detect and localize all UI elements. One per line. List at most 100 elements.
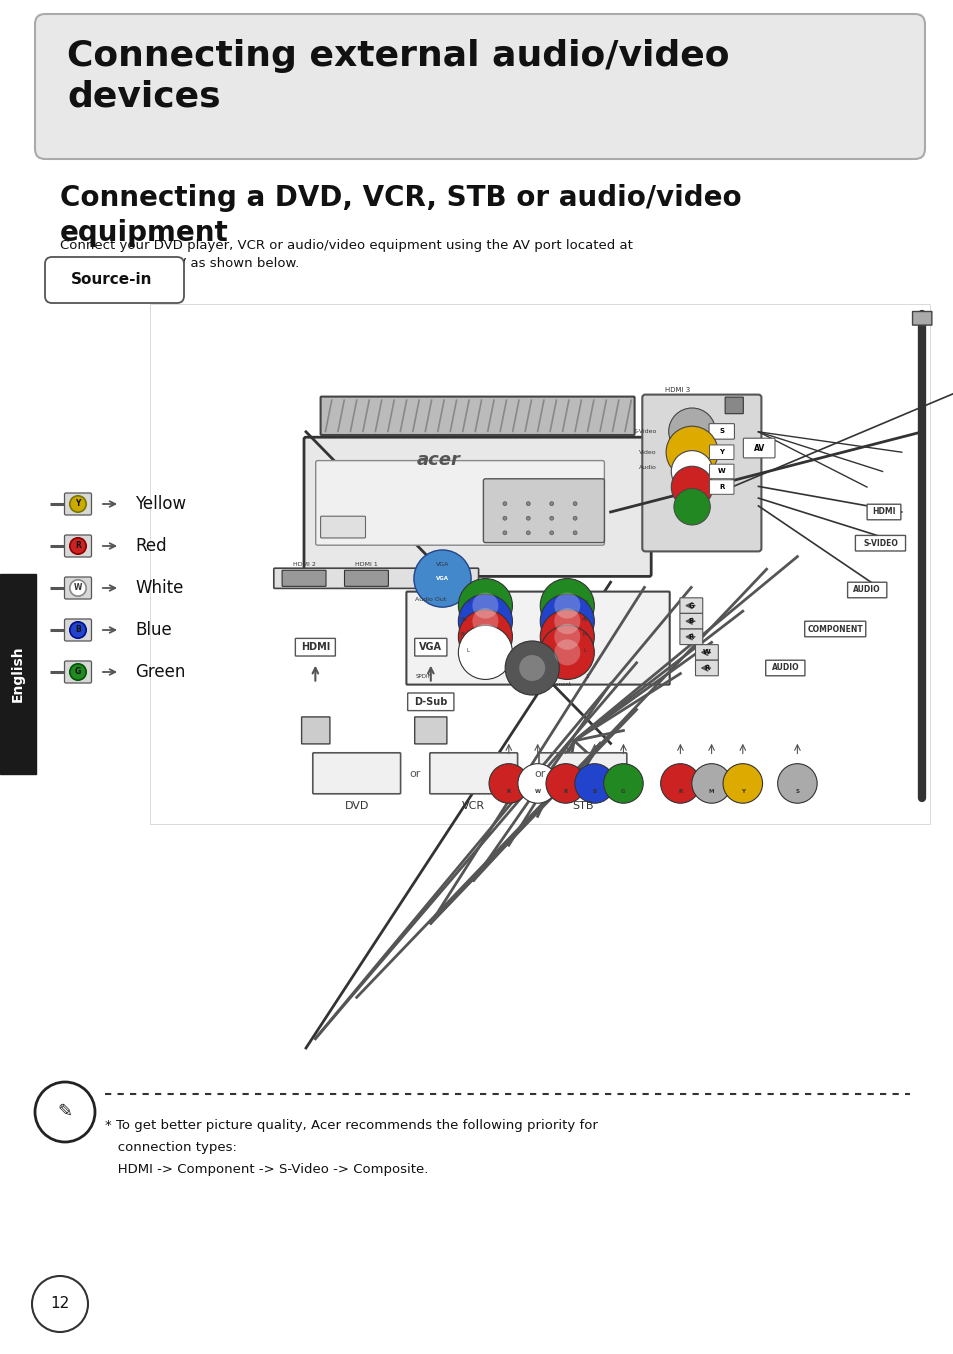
Text: or: or: [409, 769, 420, 779]
FancyBboxPatch shape: [315, 460, 604, 546]
Text: VGA: VGA: [436, 575, 449, 581]
Circle shape: [777, 764, 817, 803]
Text: 2: 2: [518, 674, 521, 680]
Text: W: W: [534, 789, 540, 795]
Circle shape: [70, 663, 86, 680]
FancyBboxPatch shape: [846, 582, 886, 597]
Text: S: S: [795, 789, 799, 795]
FancyBboxPatch shape: [295, 638, 335, 657]
FancyBboxPatch shape: [912, 311, 931, 325]
Circle shape: [457, 626, 512, 680]
Text: Audio Out: Audio Out: [415, 597, 446, 601]
FancyBboxPatch shape: [415, 716, 446, 743]
FancyBboxPatch shape: [742, 439, 774, 458]
Circle shape: [70, 538, 86, 554]
Circle shape: [539, 578, 594, 632]
Circle shape: [32, 1275, 88, 1332]
FancyBboxPatch shape: [709, 445, 733, 459]
Circle shape: [573, 531, 577, 535]
Text: S: S: [719, 428, 723, 435]
FancyBboxPatch shape: [304, 437, 651, 577]
Text: Blue: Blue: [135, 621, 172, 639]
FancyBboxPatch shape: [708, 424, 734, 439]
Text: W: W: [717, 468, 725, 474]
Circle shape: [517, 764, 557, 803]
FancyBboxPatch shape: [150, 305, 929, 825]
Text: L: L: [466, 647, 469, 653]
Circle shape: [549, 516, 553, 520]
Circle shape: [472, 624, 497, 650]
Text: Pb: Pb: [459, 616, 466, 621]
Text: Video: Video: [639, 450, 657, 455]
Circle shape: [472, 639, 497, 665]
Text: G: G: [688, 603, 694, 608]
Text: Connecting external audio/video
devices: Connecting external audio/video devices: [67, 39, 729, 114]
FancyBboxPatch shape: [320, 516, 365, 538]
Text: D-Sub: D-Sub: [414, 697, 447, 707]
Circle shape: [545, 764, 585, 803]
Text: B: B: [688, 619, 693, 624]
Text: Y: Y: [466, 601, 470, 605]
Text: AUDIO: AUDIO: [853, 585, 881, 594]
Text: VGA: VGA: [419, 642, 442, 653]
FancyBboxPatch shape: [709, 464, 733, 479]
Circle shape: [539, 594, 594, 649]
Text: HDMI 2: HDMI 2: [293, 562, 315, 567]
Circle shape: [671, 466, 712, 508]
Circle shape: [457, 578, 512, 632]
Text: Component: Component: [539, 681, 571, 686]
Text: Y: Y: [583, 601, 586, 605]
Text: Pr: Pr: [460, 632, 466, 638]
Text: R: R: [703, 665, 709, 672]
Circle shape: [573, 516, 577, 520]
Text: S-VIDEO: S-VIDEO: [862, 539, 897, 548]
FancyBboxPatch shape: [855, 535, 904, 551]
Circle shape: [414, 550, 471, 607]
Text: * To get better picture quality, Acer recommends the following priority for: * To get better picture quality, Acer re…: [105, 1118, 598, 1132]
FancyBboxPatch shape: [65, 577, 91, 598]
Circle shape: [668, 408, 715, 455]
Circle shape: [70, 496, 86, 512]
Text: VGA: VGA: [436, 562, 449, 567]
Circle shape: [539, 626, 594, 680]
FancyBboxPatch shape: [35, 14, 924, 158]
Circle shape: [505, 640, 558, 695]
Circle shape: [539, 609, 594, 663]
Text: Pb: Pb: [581, 616, 588, 621]
Circle shape: [554, 624, 579, 650]
FancyBboxPatch shape: [65, 661, 91, 682]
FancyBboxPatch shape: [709, 479, 733, 494]
Text: S-Video: S-Video: [633, 429, 657, 433]
Circle shape: [554, 593, 579, 619]
Circle shape: [518, 655, 544, 681]
Text: M: M: [708, 789, 714, 795]
Circle shape: [549, 531, 553, 535]
FancyBboxPatch shape: [679, 630, 702, 645]
FancyBboxPatch shape: [282, 570, 326, 586]
Circle shape: [70, 621, 86, 638]
Circle shape: [603, 764, 642, 803]
Circle shape: [502, 531, 506, 535]
FancyBboxPatch shape: [407, 693, 454, 711]
Text: 12: 12: [51, 1297, 70, 1312]
FancyBboxPatch shape: [406, 592, 669, 685]
FancyBboxPatch shape: [65, 535, 91, 556]
Circle shape: [502, 502, 506, 505]
FancyBboxPatch shape: [45, 257, 184, 303]
FancyBboxPatch shape: [641, 394, 760, 551]
Text: Green: Green: [135, 663, 185, 681]
FancyBboxPatch shape: [274, 569, 478, 589]
FancyBboxPatch shape: [695, 645, 718, 661]
FancyBboxPatch shape: [804, 621, 865, 636]
Circle shape: [472, 593, 497, 619]
Text: HDMI 1: HDMI 1: [355, 562, 377, 567]
FancyBboxPatch shape: [415, 638, 446, 657]
Text: Pr: Pr: [582, 632, 587, 638]
Text: R: R: [563, 789, 567, 795]
Text: Red: Red: [135, 538, 167, 555]
Text: SPDIF: SPDIF: [415, 674, 431, 680]
Text: acer: acer: [416, 451, 460, 468]
Circle shape: [659, 764, 700, 803]
Text: R: R: [719, 483, 723, 490]
Text: HDMI: HDMI: [871, 508, 895, 516]
